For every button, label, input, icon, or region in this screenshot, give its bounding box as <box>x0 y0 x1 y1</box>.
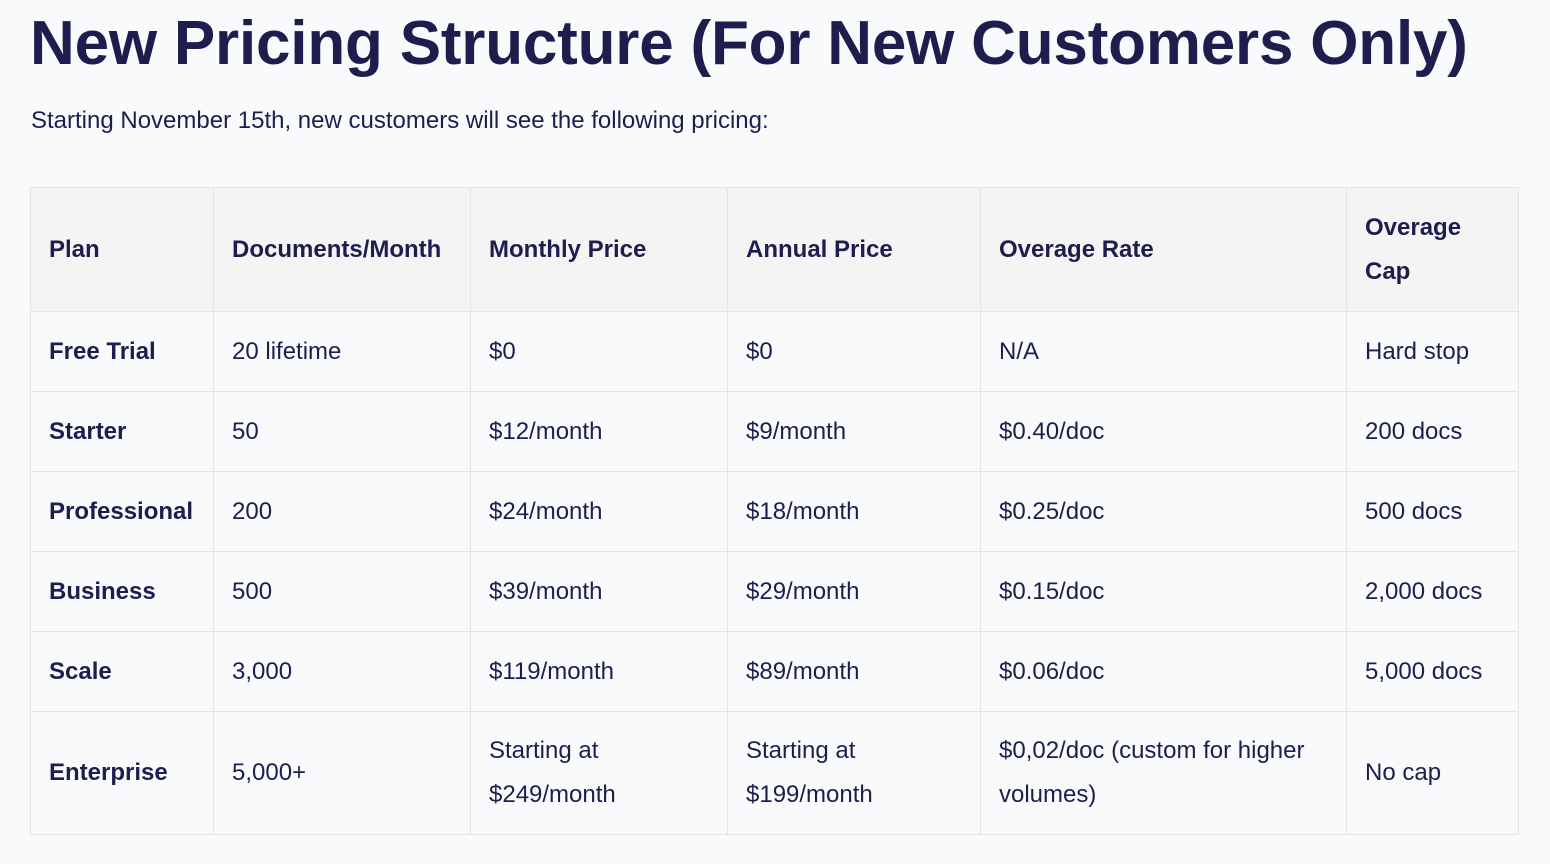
monthly-price-cell: $39/month <box>470 551 728 632</box>
overage-cap-cell: 500 docs <box>1346 471 1519 552</box>
documents-month-cell: 200 <box>213 471 471 552</box>
annual-price-cell: $9/month <box>727 391 981 472</box>
monthly-price-cell: $119/month <box>470 631 728 712</box>
annual-price-cell: $0 <box>727 311 981 392</box>
annual-price-cell: Starting at $199/month <box>727 711 981 835</box>
table-row: Scale 3,000 $119/month $89/month $0.06/d… <box>30 631 1519 712</box>
overage-cap-cell: No cap <box>1346 711 1519 835</box>
header-plan: Plan <box>30 187 214 312</box>
plan-cell: Starter <box>30 391 214 472</box>
monthly-price-cell: $24/month <box>470 471 728 552</box>
pricing-table-header: Plan Documents/Month Monthly Price Annua… <box>30 187 1519 312</box>
monthly-price-cell: $0 <box>470 311 728 392</box>
header-overage-cap: Overage Cap <box>1346 187 1519 312</box>
table-row: Professional 200 $24/month $18/month $0.… <box>30 471 1519 552</box>
annual-price-cell: $18/month <box>727 471 981 552</box>
intro-text: Starting November 15th, new customers wi… <box>31 107 769 134</box>
annual-price-cell: $89/month <box>727 631 981 712</box>
documents-month-cell: 3,000 <box>213 631 471 712</box>
documents-month-cell: 20 lifetime <box>213 311 471 392</box>
plan-cell: Business <box>30 551 214 632</box>
table-row: Enterprise 5,000+ Starting at $249/month… <box>30 711 1519 835</box>
overage-rate-cell: $0.06/doc <box>980 631 1347 712</box>
table-row: Free Trial 20 lifetime $0 $0 N/A Hard st… <box>30 311 1519 392</box>
overage-rate-cell: $0.40/doc <box>980 391 1347 472</box>
overage-cap-cell: 5,000 docs <box>1346 631 1519 712</box>
header-documents-month: Documents/Month <box>213 187 471 312</box>
page-title: New Pricing Structure (For New Customers… <box>30 9 1468 78</box>
monthly-price-cell: Starting at $249/month <box>470 711 728 835</box>
documents-month-cell: 50 <box>213 391 471 472</box>
header-annual-price: Annual Price <box>727 187 981 312</box>
header-overage-rate: Overage Rate <box>980 187 1347 312</box>
documents-month-cell: 500 <box>213 551 471 632</box>
plan-cell: Free Trial <box>30 311 214 392</box>
overage-rate-cell: $0,02/doc (custom for higher volumes) <box>980 711 1347 835</box>
pricing-table-body: Free Trial 20 lifetime $0 $0 N/A Hard st… <box>30 311 1519 835</box>
table-row: Business 500 $39/month $29/month $0.15/d… <box>30 551 1519 632</box>
header-monthly-price: Monthly Price <box>470 187 728 312</box>
overage-cap-cell: Hard stop <box>1346 311 1519 392</box>
documents-month-cell: 5,000+ <box>213 711 471 835</box>
overage-cap-cell: 200 docs <box>1346 391 1519 472</box>
monthly-price-cell: $12/month <box>470 391 728 472</box>
pricing-table: Plan Documents/Month Monthly Price Annua… <box>30 187 1519 835</box>
annual-price-cell: $29/month <box>727 551 981 632</box>
overage-rate-cell: N/A <box>980 311 1347 392</box>
table-header-row: Plan Documents/Month Monthly Price Annua… <box>30 187 1519 312</box>
plan-cell: Enterprise <box>30 711 214 835</box>
table-row: Starter 50 $12/month $9/month $0.40/doc … <box>30 391 1519 472</box>
plan-cell: Professional <box>30 471 214 552</box>
overage-rate-cell: $0.25/doc <box>980 471 1347 552</box>
overage-rate-cell: $0.15/doc <box>980 551 1347 632</box>
overage-cap-cell: 2,000 docs <box>1346 551 1519 632</box>
plan-cell: Scale <box>30 631 214 712</box>
